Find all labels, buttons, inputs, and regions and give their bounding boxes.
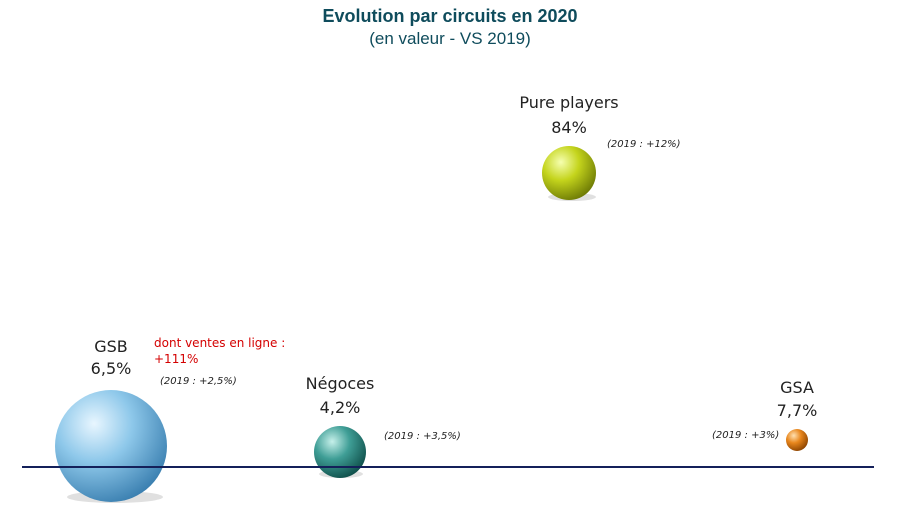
- negoces-note: (2019 : +3,5%): [384, 431, 461, 442]
- bubble-gsb: [55, 390, 167, 502]
- pure-players-value: 84%: [551, 118, 587, 137]
- gsb-note: (2019 : +2,5%): [160, 376, 237, 387]
- gsb-name: GSB: [94, 337, 128, 356]
- pure-players-name: Pure players: [519, 93, 619, 112]
- bubble-pure-players: [542, 146, 596, 200]
- gsa-name: GSA: [780, 378, 814, 397]
- negoces-name: Négoces: [305, 374, 375, 393]
- pure-players-note: (2019 : +12%): [607, 139, 681, 150]
- bubble-negoces: [314, 426, 366, 478]
- gsb-online-label: dont ventes en ligne :: [154, 336, 286, 350]
- negoces-value: 4,2%: [319, 398, 361, 417]
- gsb-online-value: +111%: [154, 352, 199, 366]
- bubble-gsa: [786, 429, 808, 451]
- gsb-value: 6,5%: [90, 359, 132, 378]
- gsa-value: 7,7%: [776, 401, 818, 420]
- chart-title: Evolution par circuits en 2020: [322, 6, 578, 26]
- chart-subtitle: (en valeur - VS 2019): [369, 29, 531, 48]
- gsa-note: (2019 : +3%): [712, 430, 780, 441]
